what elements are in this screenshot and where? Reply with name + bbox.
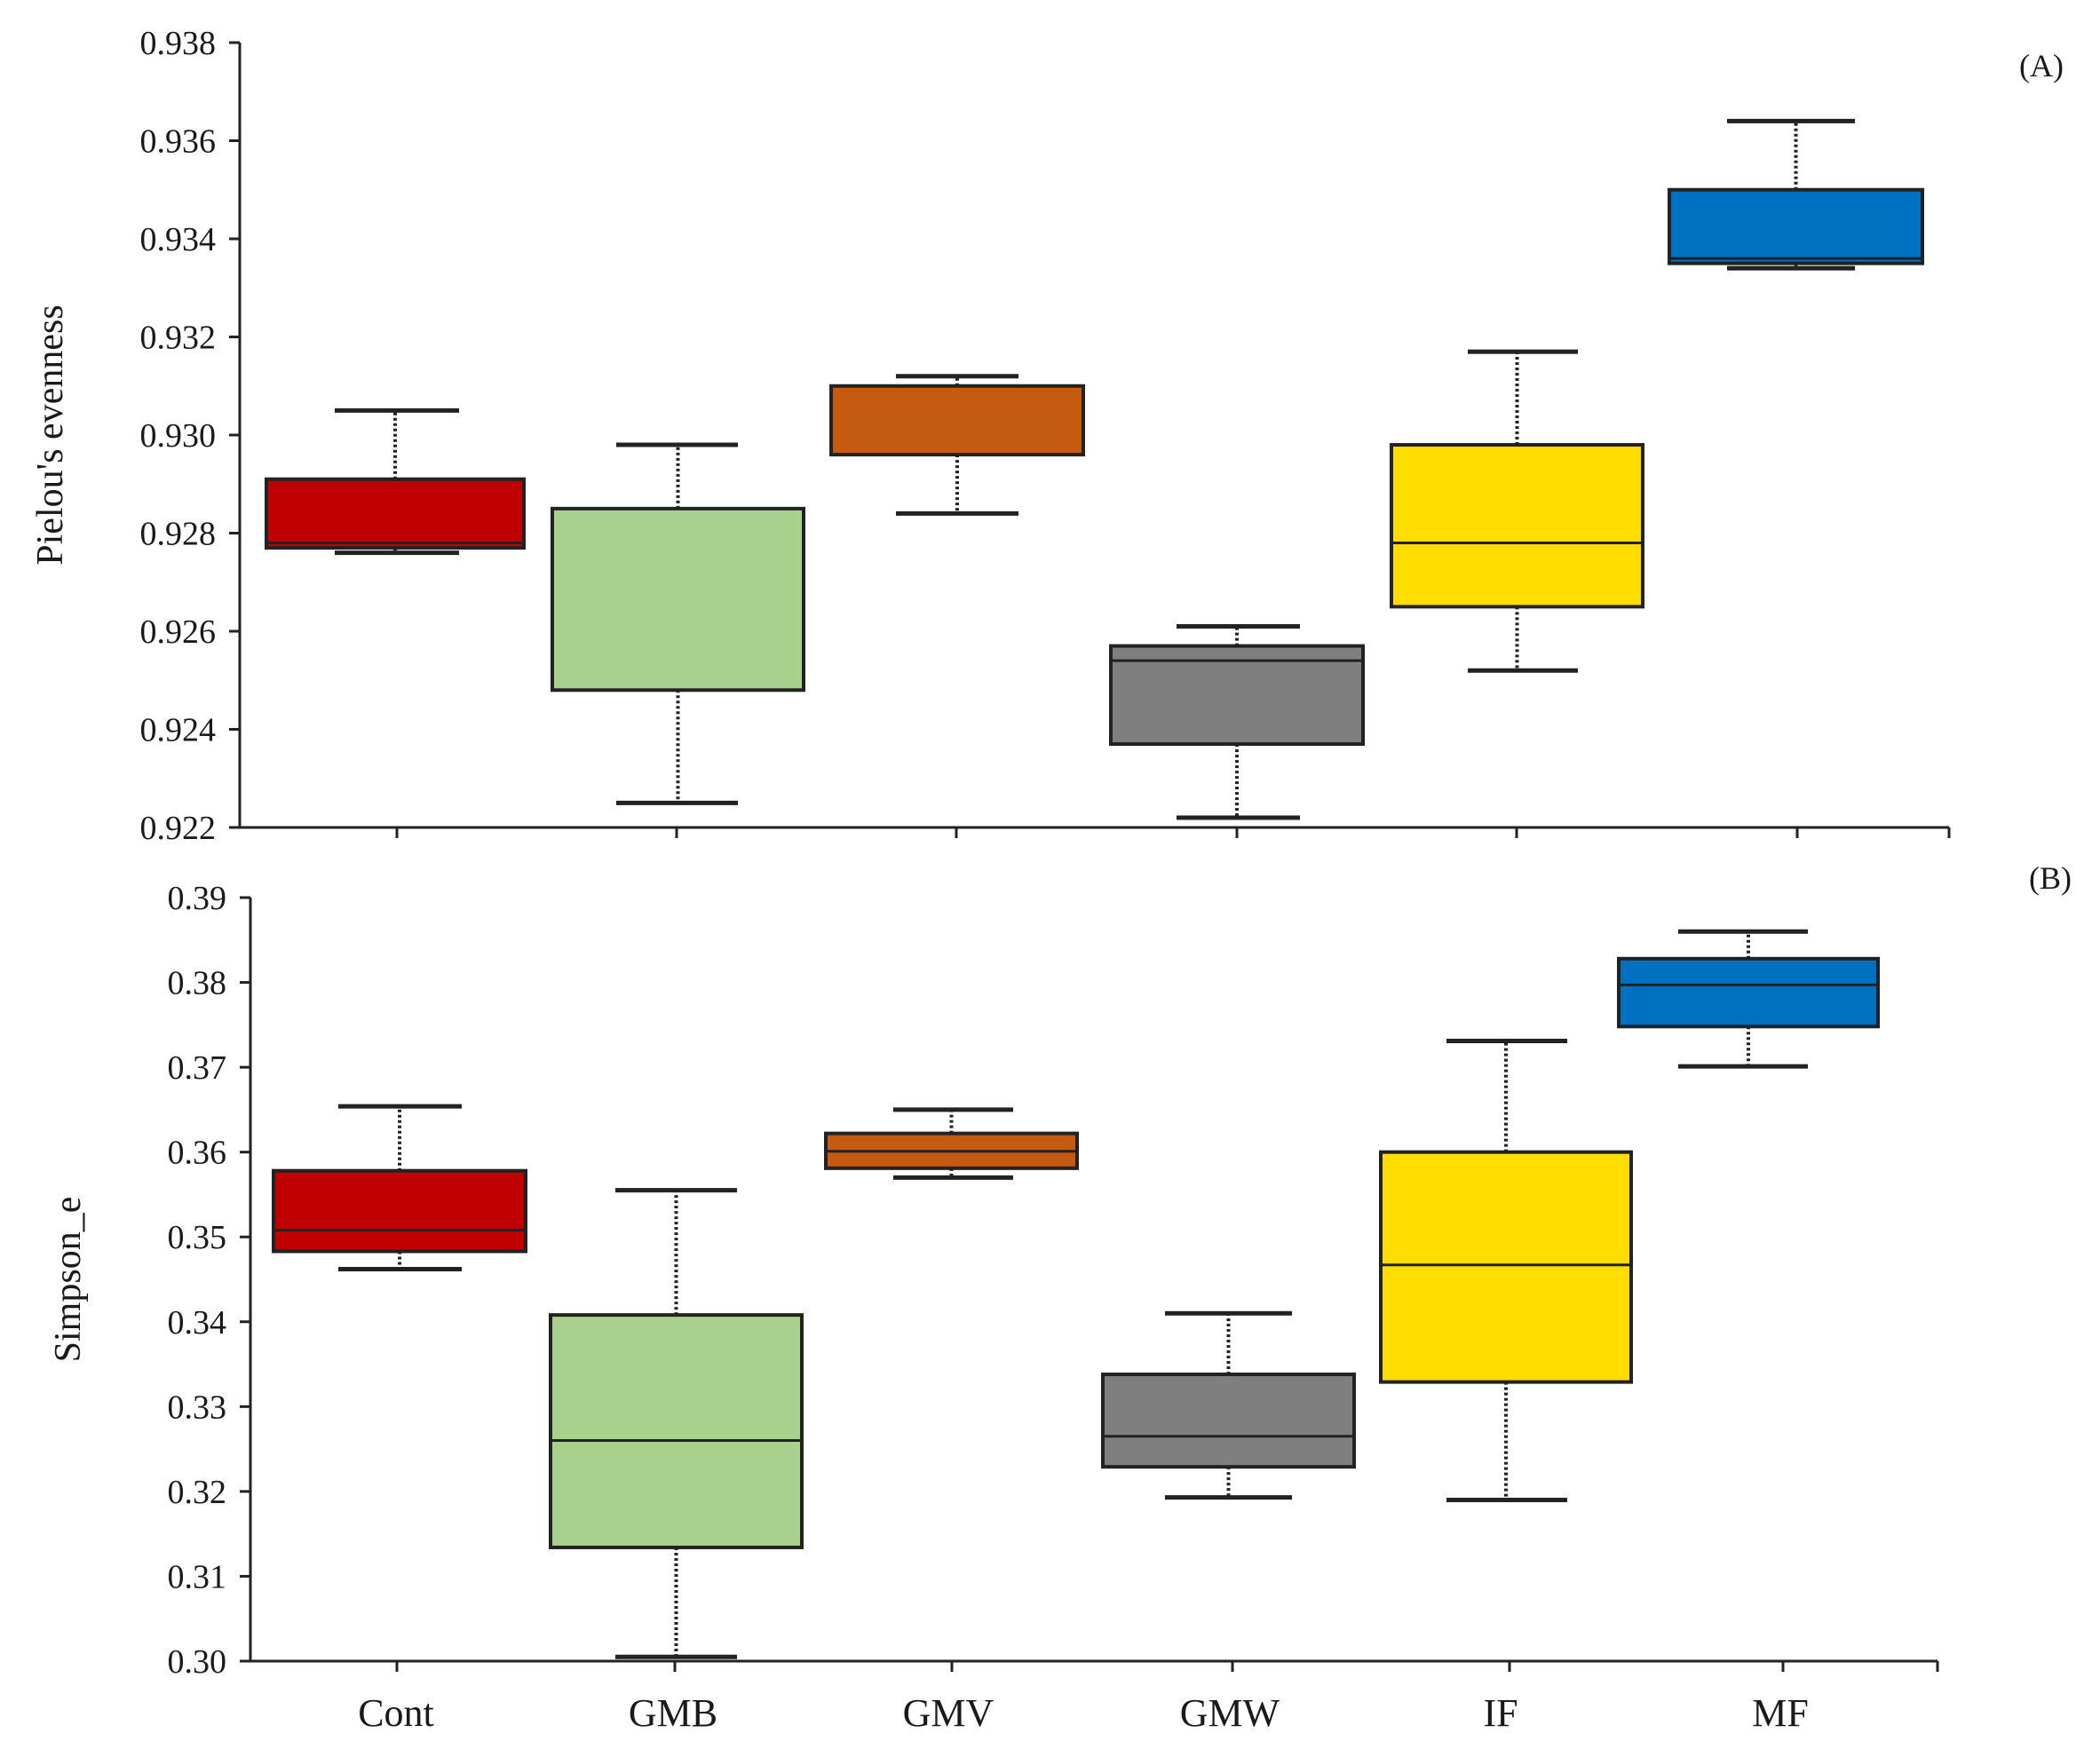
panel-b-simpson-e: 0.30 0.31 0.32 0.33 0.34 0.35 0.36 0.37 0.38 0.39… bbox=[48, 860, 2072, 1735]
iqr-box-mf bbox=[1668, 187, 1924, 265]
iqr-box-if bbox=[1390, 443, 1644, 609]
y-tick-label: 0.922 bbox=[140, 810, 217, 847]
y-tick-label: 0.924 bbox=[140, 712, 217, 749]
box-cont bbox=[265, 408, 526, 556]
iqr-box-gmv bbox=[829, 384, 1085, 457]
box-cont bbox=[272, 1104, 527, 1272]
box-gmv bbox=[824, 1107, 1079, 1180]
iqr-box-gmb bbox=[549, 1313, 804, 1549]
x-category-label-gmw: GMW bbox=[1180, 1691, 1280, 1735]
x-category-label-gmv: GMV bbox=[903, 1691, 995, 1735]
iqr-box-if bbox=[1379, 1150, 1633, 1384]
y-tick-label: 0.926 bbox=[140, 613, 217, 651]
y-tick-label: 0.32 bbox=[168, 1474, 227, 1511]
iqr-box-cont bbox=[265, 477, 526, 550]
box-mf bbox=[1668, 118, 1924, 271]
y-tick-label: 0.34 bbox=[168, 1304, 227, 1341]
y-tick-label: 0.36 bbox=[168, 1135, 227, 1172]
y-tick-label: 0.936 bbox=[140, 123, 217, 161]
y-tick-label: 0.33 bbox=[168, 1389, 227, 1426]
y-axis-title: Simpson_e bbox=[48, 1197, 89, 1363]
box-gmw bbox=[1109, 623, 1365, 820]
x-category-label-gmb: GMB bbox=[629, 1691, 717, 1735]
box-gmb bbox=[551, 442, 805, 805]
y-tick-label: 0.30 bbox=[168, 1643, 227, 1681]
y-tick-label: 0.39 bbox=[168, 880, 227, 917]
y-tick-label: 0.928 bbox=[140, 516, 217, 553]
iqr-box-gmw bbox=[1101, 1373, 1356, 1469]
y-tick-label: 0.934 bbox=[140, 221, 217, 258]
panel-label: (B) bbox=[2029, 860, 2072, 896]
box-gmb bbox=[549, 1188, 804, 1659]
box-if bbox=[1390, 349, 1644, 673]
box-mf bbox=[1617, 929, 1880, 1069]
y-tick-label: 0.38 bbox=[168, 965, 227, 1002]
y-tick-label: 0.31 bbox=[168, 1558, 227, 1595]
box-gmv bbox=[829, 374, 1085, 516]
y-tick-label: 0.930 bbox=[140, 417, 217, 455]
y-axis-title: Pielou's evenness bbox=[30, 305, 71, 565]
box-gmw bbox=[1101, 1310, 1356, 1500]
y-tick-label: 0.938 bbox=[140, 25, 217, 62]
y-tick-label: 0.932 bbox=[140, 320, 217, 357]
y-tick-label: 0.35 bbox=[168, 1219, 227, 1256]
box-if bbox=[1379, 1038, 1633, 1502]
iqr-box-gmw bbox=[1109, 644, 1365, 747]
panel-label: (A) bbox=[2019, 48, 2064, 83]
x-category-label-mf: MF bbox=[1752, 1691, 1809, 1735]
iqr-box-gmb bbox=[551, 506, 805, 693]
iqr-box-cont bbox=[272, 1168, 527, 1254]
panel-a-pielou-evenness: 0.922 0.924 0.926 0.928 0.930 0.932 0.934 0.936… bbox=[30, 25, 2064, 847]
y-tick-label: 0.37 bbox=[168, 1049, 227, 1087]
iqr-box-mf bbox=[1617, 956, 1880, 1029]
x-category-label-if: IF bbox=[1483, 1691, 1518, 1735]
x-category-label-cont: Cont bbox=[358, 1691, 434, 1735]
